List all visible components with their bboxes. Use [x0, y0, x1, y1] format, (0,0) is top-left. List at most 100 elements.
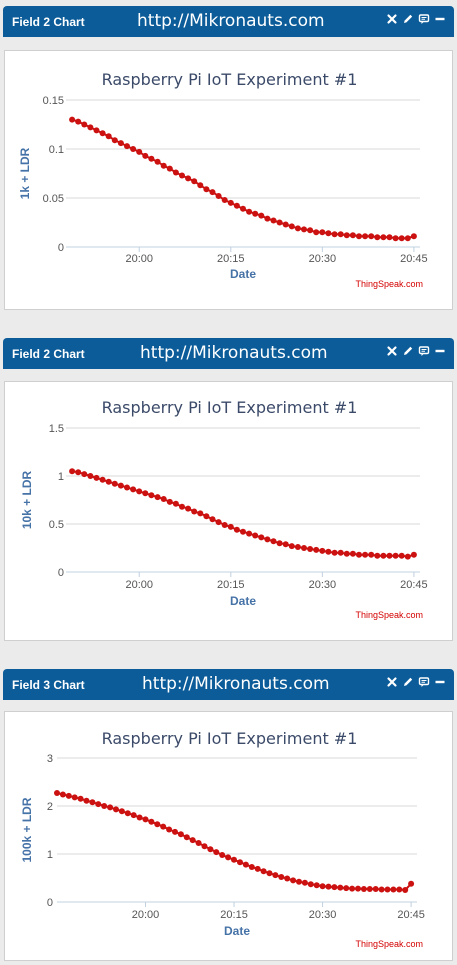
data-point	[307, 227, 314, 234]
chart-title: Raspberry Pi IoT Experiment #1	[102, 70, 358, 89]
data-point	[124, 484, 130, 491]
data-point	[319, 547, 326, 554]
data-point	[404, 235, 411, 242]
data-point	[307, 881, 314, 888]
comment-icon[interactable]	[418, 13, 430, 25]
data-point	[69, 468, 76, 475]
data-point	[99, 130, 106, 137]
pencil-icon[interactable]	[402, 13, 414, 25]
line-chart: Raspberry Pi IoT Experiment #1 0 0.5 1 1.5 20…	[20, 398, 428, 608]
data-point	[362, 233, 369, 240]
data-point	[396, 886, 403, 893]
data-point	[203, 186, 210, 193]
data-point	[54, 790, 60, 796]
panel-url: http://Mikronauts.com	[142, 674, 330, 694]
data-point	[136, 148, 143, 155]
data-point	[240, 528, 246, 535]
minimize-icon[interactable]	[434, 13, 446, 25]
data-point	[282, 541, 289, 548]
data-point	[117, 140, 124, 147]
x-tick-label: 20:30	[309, 253, 337, 265]
panel-title: Field 2 Chart	[12, 347, 85, 361]
data-point	[154, 821, 161, 828]
data-point	[372, 886, 379, 892]
data-point	[148, 818, 155, 825]
data-point	[404, 553, 411, 560]
data-point	[179, 172, 185, 179]
comment-icon[interactable]	[418, 345, 430, 357]
minimize-icon[interactable]	[434, 676, 446, 688]
data-point	[301, 545, 307, 551]
data-point	[374, 552, 381, 559]
data-point	[398, 552, 405, 559]
data-point	[105, 478, 112, 485]
data-point	[343, 232, 350, 239]
data-point	[185, 175, 192, 182]
series-line	[71, 118, 415, 240]
chart-panel-1: Field 2 Chart http://Mikronauts.com Rasp…	[3, 6, 454, 310]
data-point	[296, 878, 302, 885]
data-point	[408, 880, 415, 887]
data-point	[374, 234, 381, 241]
chart-panel-2: Field 2 Chart http://Mikronauts.com Rasp…	[3, 338, 454, 641]
data-point	[185, 505, 192, 512]
data-point	[160, 823, 167, 830]
data-point	[246, 530, 253, 537]
y-tick-label: 1.5	[49, 423, 64, 435]
data-point	[356, 233, 362, 240]
data-point	[313, 882, 320, 889]
close-icon[interactable]	[386, 13, 398, 25]
data-point	[290, 877, 297, 884]
data-point	[278, 874, 285, 880]
data-point	[349, 550, 356, 557]
data-point	[258, 212, 265, 219]
data-point	[360, 886, 367, 892]
data-point	[166, 826, 173, 833]
x-tick-label: 20:30	[309, 579, 337, 591]
data-point	[386, 234, 393, 241]
y-tick-label: 0	[58, 567, 64, 579]
thingspeak-credit-link[interactable]: ThingSpeak.com	[355, 939, 423, 949]
data-point	[356, 551, 362, 558]
data-point	[75, 118, 82, 125]
y-tick-label: 0	[58, 242, 64, 254]
data-point	[197, 182, 204, 189]
data-point	[172, 828, 178, 835]
data-point	[77, 795, 84, 802]
data-point	[402, 887, 409, 893]
thingspeak-credit-link[interactable]: ThingSpeak.com	[355, 279, 423, 289]
pencil-icon[interactable]	[402, 345, 414, 357]
close-icon[interactable]	[386, 676, 398, 688]
data-point	[75, 469, 82, 476]
data-point	[368, 551, 375, 558]
data-point	[160, 162, 167, 169]
data-point	[270, 538, 277, 545]
data-point	[349, 232, 356, 239]
data-point	[294, 225, 301, 232]
data-point	[142, 816, 149, 823]
x-axis-label: Date	[224, 924, 250, 938]
pencil-icon[interactable]	[402, 676, 414, 688]
data-point	[252, 532, 259, 539]
data-point	[195, 840, 202, 846]
data-point	[227, 523, 234, 530]
data-point	[349, 885, 356, 892]
comment-icon[interactable]	[418, 676, 430, 688]
minimize-icon[interactable]	[434, 345, 446, 357]
x-tick-label: 20:15	[217, 253, 245, 265]
x-tick-label: 20:45	[400, 579, 428, 591]
x-tick-label: 20:00	[132, 909, 160, 921]
chart-card: Raspberry Pi IoT Experiment #1 0 0.5 1 1.5 20…	[4, 381, 453, 641]
data-point	[87, 473, 94, 479]
data-point	[272, 872, 279, 879]
panel-actions	[386, 676, 446, 688]
thingspeak-credit-link[interactable]: ThingSpeak.com	[355, 610, 423, 620]
data-point	[87, 124, 94, 131]
data-point	[221, 522, 228, 528]
y-tick-label: 1	[58, 471, 64, 483]
close-icon[interactable]	[386, 345, 398, 357]
chart-card: Raspberry Pi IoT Experiment #1 0 0.05 0.1 0.…	[4, 50, 453, 310]
y-tick-label: 0.5	[49, 519, 64, 531]
data-point	[264, 215, 271, 222]
x-tick-label: 20:45	[397, 909, 425, 921]
